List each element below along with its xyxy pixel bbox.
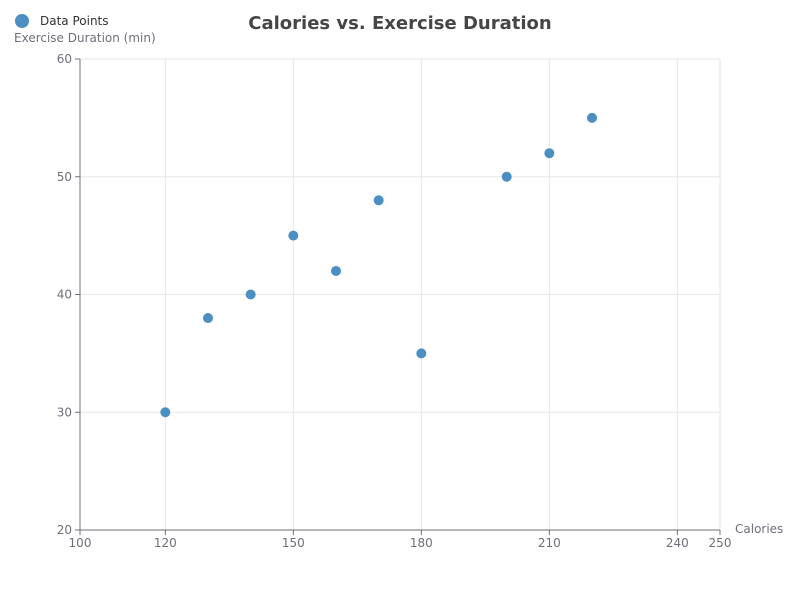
y-tick-label: 50 — [57, 170, 72, 184]
x-tick-label: 100 — [69, 536, 92, 550]
legend-label: Data Points — [40, 14, 109, 28]
data-point[interactable] — [373, 195, 384, 206]
legend-marker-icon — [15, 14, 29, 28]
grid — [80, 58, 721, 530]
tick-labels: 100 120 150 180 210 240 250 20 30 40 50 60 — [57, 52, 732, 550]
chart-title: Calories vs. Exercise Duration — [248, 13, 551, 34]
data-point[interactable] — [544, 148, 555, 159]
data-point[interactable] — [331, 265, 341, 276]
x-axis-label: Calories — [735, 522, 783, 536]
data-point[interactable] — [203, 313, 213, 324]
x-tick-label: 210 — [538, 536, 561, 550]
y-tick-label: 40 — [57, 288, 72, 302]
y-tick-label: 20 — [57, 523, 72, 537]
data-points — [160, 112, 597, 418]
x-tick-label: 180 — [410, 536, 433, 550]
x-tick-label: 250 — [709, 536, 732, 550]
x-tick-label: 150 — [282, 536, 305, 550]
data-point[interactable] — [587, 112, 597, 123]
x-tick-label: 120 — [154, 536, 177, 550]
y-tick-label: 60 — [57, 52, 72, 66]
data-point[interactable] — [245, 289, 256, 300]
x-tick-label: 240 — [666, 536, 689, 550]
y-axis-label: Exercise Duration (min) — [14, 31, 156, 45]
y-tick-label: 30 — [57, 405, 72, 419]
data-point[interactable] — [288, 230, 299, 241]
data-point[interactable] — [160, 407, 171, 418]
legend[interactable]: Data Points — [15, 14, 109, 28]
data-point[interactable] — [416, 348, 427, 359]
data-point[interactable] — [501, 171, 512, 182]
axes — [75, 58, 721, 535]
